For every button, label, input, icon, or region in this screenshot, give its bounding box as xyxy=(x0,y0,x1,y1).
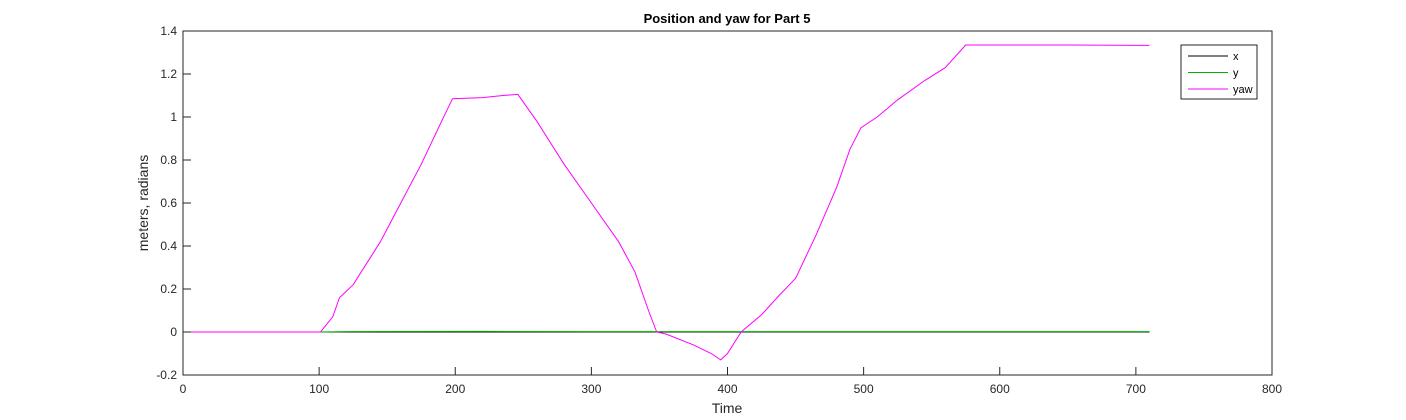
y-tick-label: 1.4 xyxy=(160,24,177,38)
series-layer xyxy=(183,44,1150,361)
tick-layer: 0 100 200 300 400 500 600 700 800-0.200.20.40.60… xyxy=(156,24,1282,396)
legend-label-x: x xyxy=(1233,51,1239,63)
y-tick-label: 1 xyxy=(170,110,177,124)
y-tick-label: 1.2 xyxy=(160,67,177,81)
x-tick-label: 600 xyxy=(990,382,1010,396)
series-line-y xyxy=(183,330,1150,333)
y-tick-label: 0.6 xyxy=(160,196,177,210)
x-tick-label: 700 xyxy=(1126,382,1146,396)
y-axis-label: meters, radians xyxy=(135,155,151,251)
y-tick-label: -0.2 xyxy=(156,368,177,382)
y-tick-label: 0.8 xyxy=(160,153,177,167)
series-line-yaw xyxy=(183,44,1150,361)
x-axis-label: Time xyxy=(712,400,743,416)
y-tick-label: 0.4 xyxy=(160,239,177,253)
legend-label-yaw: yaw xyxy=(1233,84,1253,96)
plot-area xyxy=(182,30,1273,376)
legend-entries: xy yaw xyxy=(1188,51,1253,96)
x-tick-label: 800 xyxy=(1262,382,1282,396)
legend: xy yaw xyxy=(1180,44,1258,100)
y-tick-label: 0 xyxy=(170,325,177,339)
x-tick-label: 200 xyxy=(445,382,465,396)
x-tick-label: 500 xyxy=(854,382,874,396)
legend-label-y: y xyxy=(1233,68,1239,80)
x-tick-label: 0 xyxy=(180,382,187,396)
y-tick-label: 0.2 xyxy=(160,282,177,296)
chart-title: Position and yaw for Part 5 xyxy=(644,11,811,26)
x-tick-label: 300 xyxy=(581,382,601,396)
x-tick-label: 400 xyxy=(717,382,737,396)
x-tick-label: 100 xyxy=(309,382,329,396)
